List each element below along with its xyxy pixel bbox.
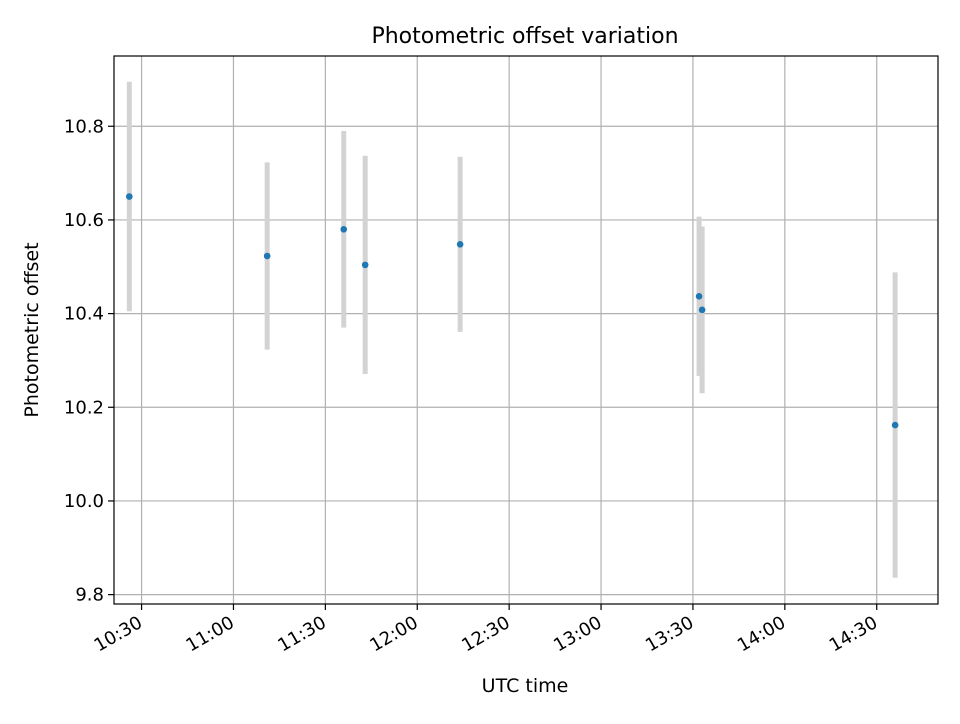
y-tick-label: 10.2 (64, 397, 104, 418)
y-tick-label: 10.4 (64, 304, 104, 325)
data-point (340, 225, 348, 233)
data-points (126, 193, 899, 429)
x-tick-label: 13:00 (550, 612, 605, 656)
data-point (126, 193, 133, 200)
data-point (698, 306, 706, 314)
x-tick-label: 14:30 (826, 612, 881, 656)
error-bars (126, 81, 898, 578)
x-tick-label: 13:30 (642, 612, 697, 656)
x-tick-label: 12:00 (366, 612, 421, 656)
axes: 10:30 11:00 11:30 12:00 12:30 13:00 13:30 14:00… (64, 116, 881, 656)
x-tick-label: 14:00 (734, 612, 789, 656)
x-axis-label: UTC time (482, 675, 569, 697)
data-point (695, 292, 703, 300)
y-tick-label: 10.0 (64, 491, 104, 512)
plot-frame (113, 55, 939, 605)
data-point (891, 421, 899, 429)
x-tick-label: 10:30 (91, 612, 146, 656)
data-point (263, 252, 271, 260)
y-axis-label: Photometric offset (21, 242, 43, 417)
data-point (456, 240, 464, 248)
x-tick-label: 12:30 (458, 612, 513, 656)
y-tick-label: 10.6 (64, 210, 104, 231)
x-tick-label: 11:00 (183, 612, 238, 656)
data-point (361, 261, 369, 269)
y-tick-label: 9.8 (75, 585, 104, 606)
grid (114, 56, 938, 604)
x-tick-label: 11:30 (274, 612, 329, 656)
y-tick-label: 10.8 (64, 116, 104, 137)
chart-title: Photometric offset variation (371, 24, 678, 49)
